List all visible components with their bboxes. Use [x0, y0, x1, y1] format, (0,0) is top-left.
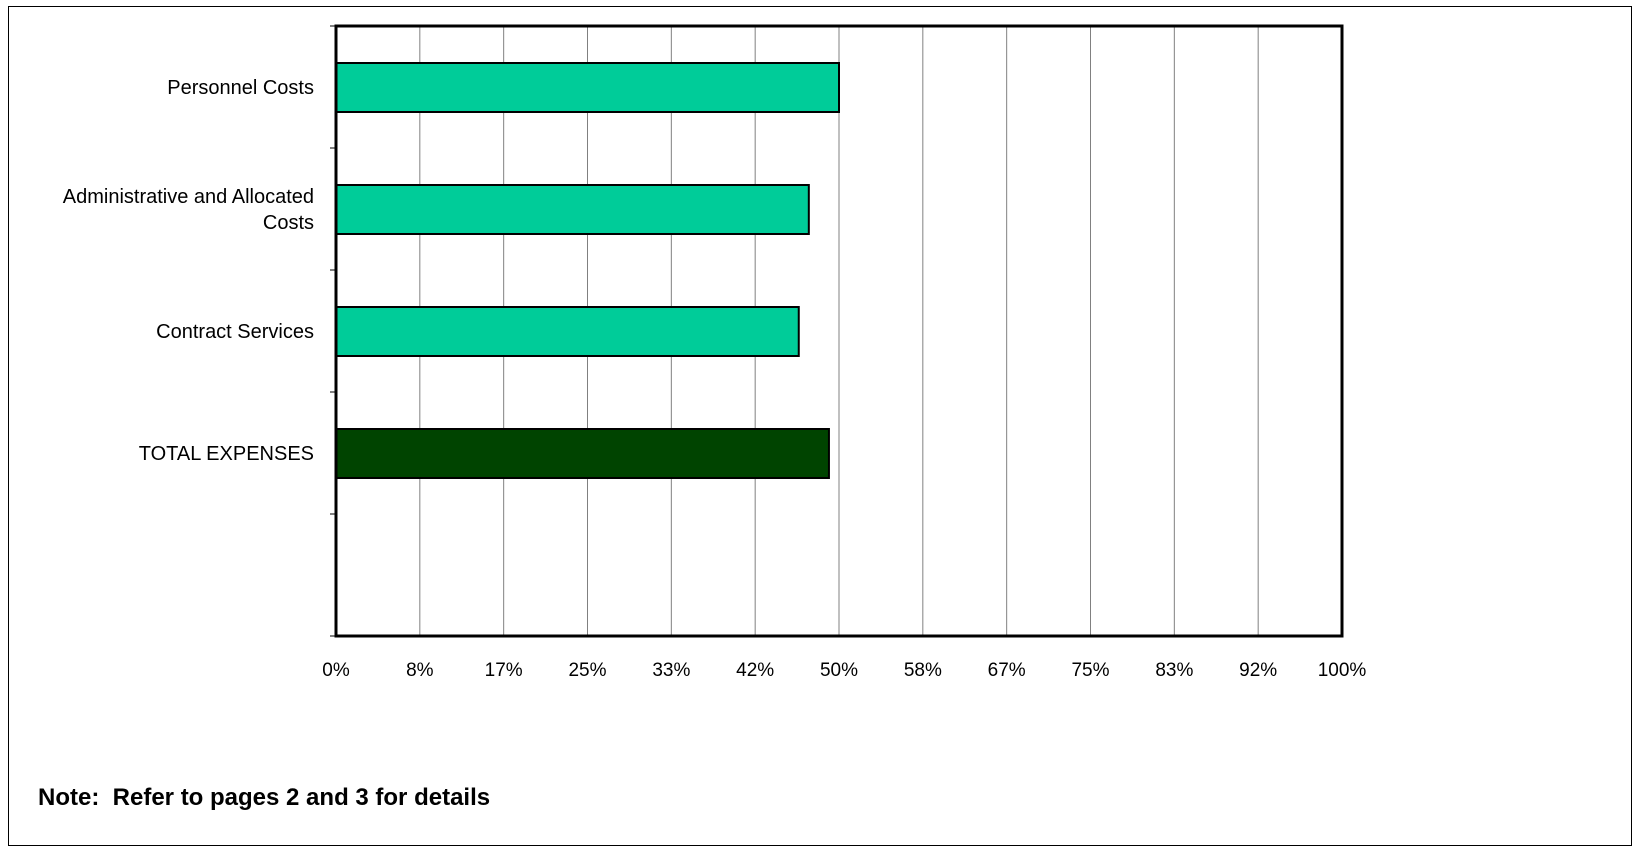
- bar: [335, 428, 830, 479]
- x-tick-label: 83%: [1155, 660, 1193, 681]
- footnote: Note: Refer to pages 2 and 3 for details: [38, 784, 491, 811]
- bars: [335, 62, 840, 479]
- category-label: Costs: [263, 212, 314, 234]
- x-tick-label: 25%: [568, 660, 606, 681]
- x-tick-label: 50%: [820, 660, 858, 681]
- x-tick-label: 92%: [1239, 660, 1277, 681]
- bar: [335, 306, 800, 357]
- x-tick-label: 0%: [322, 660, 350, 681]
- bar: [335, 62, 840, 113]
- plot-area: [330, 24, 1344, 638]
- category-label: Administrative and Allocated: [63, 186, 314, 208]
- x-tick-label: 100%: [1318, 660, 1367, 681]
- grid-lines: [419, 26, 1259, 636]
- x-tick-label: 42%: [736, 660, 774, 681]
- x-tick-label: 75%: [1071, 660, 1109, 681]
- plot-border: [334, 24, 1344, 638]
- category-labels: Personnel Costs Administrative and Alloca…: [63, 77, 314, 465]
- x-tick-label: 58%: [904, 660, 942, 681]
- x-tick-label: 8%: [406, 660, 434, 681]
- category-label: Contract Services: [156, 321, 314, 343]
- x-tick-label: 67%: [988, 660, 1026, 681]
- x-tick-label: 17%: [485, 660, 523, 681]
- bar: [335, 184, 810, 235]
- category-label: TOTAL EXPENSES: [139, 443, 314, 465]
- x-tick-label: 33%: [652, 660, 690, 681]
- category-label: Personnel Costs: [167, 77, 314, 99]
- x-tick-labels: 0% 8% 17% 25% 33% 42% 50% 58% 67% 75% 83% 92% 100%: [322, 660, 1366, 681]
